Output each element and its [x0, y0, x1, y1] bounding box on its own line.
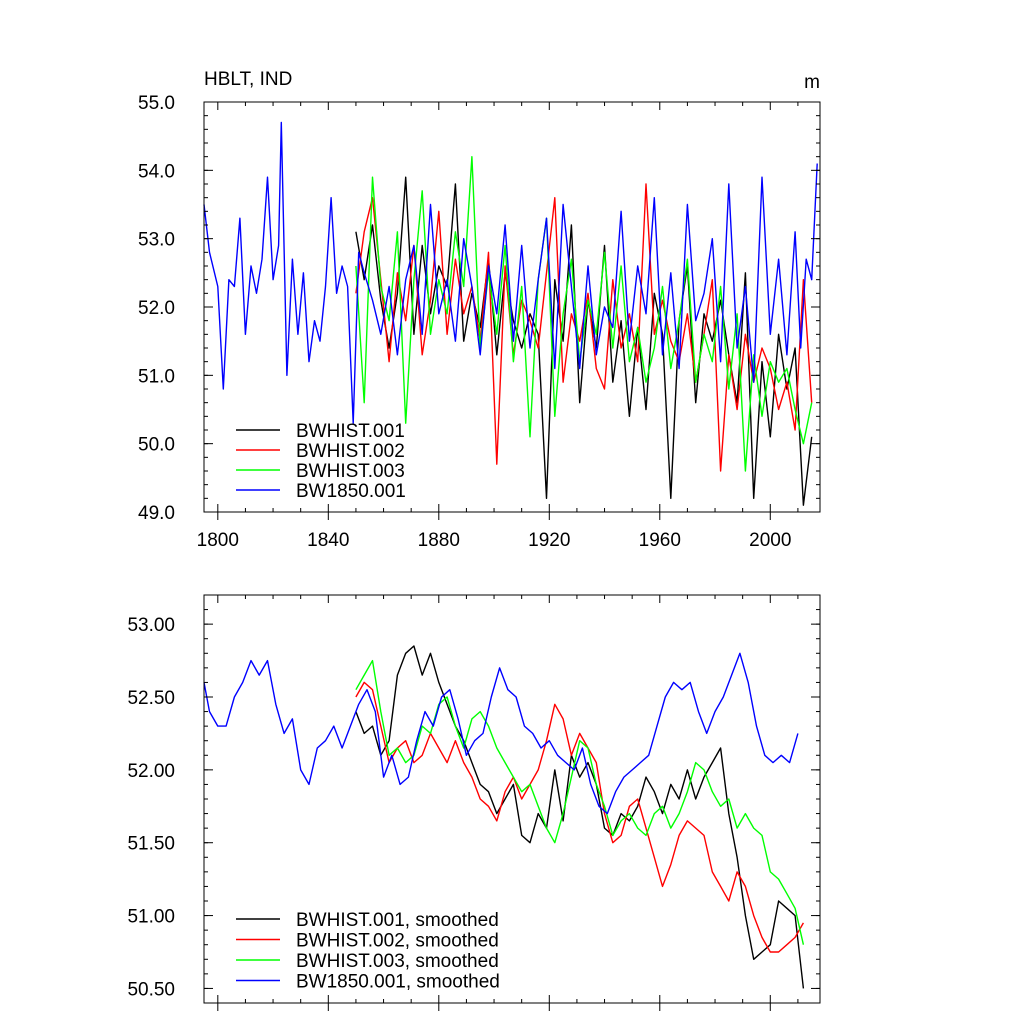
- series-line-2-3: [355, 659, 805, 945]
- y-tick-label: 52.00: [127, 761, 175, 782]
- y-tick-label: 51.00: [127, 907, 175, 928]
- y-tick-label: 50.50: [127, 979, 175, 1000]
- legend-label: BWHIST.003: [296, 461, 405, 482]
- legend-label: BWHIST.003, smoothed: [296, 951, 499, 972]
- y-tick-label: 49.0: [138, 503, 175, 524]
- y-tick-label: 55.0: [138, 93, 175, 114]
- y-tick-label: 53.00: [127, 615, 175, 636]
- x-tick-label: 1960: [639, 530, 681, 551]
- x-tick-label: 1840: [307, 530, 349, 551]
- legend-label: BWHIST.002, smoothed: [296, 931, 499, 952]
- units-label: m: [804, 72, 820, 93]
- y-tick-label: 50.0: [138, 435, 175, 456]
- legend-label: BWHIST.001, smoothed: [296, 910, 499, 931]
- legend-label: BW1850.001: [296, 481, 406, 502]
- x-tick-label: 1920: [528, 530, 570, 551]
- series-line-1-4: [203, 121, 818, 424]
- chart-title: HBLT, IND: [204, 69, 292, 90]
- series-line-2-1: [355, 645, 805, 989]
- y-tick-label: 52.0: [138, 298, 175, 319]
- x-tick-label: 2000: [749, 530, 791, 551]
- series-line-2-4: [203, 652, 799, 815]
- legend-label: BWHIST.001: [296, 421, 405, 442]
- y-tick-label: 52.50: [127, 688, 175, 709]
- hblt-raw-panel: HBLT, IND m 1800 1840 1880 1920 1960 2000 49.0…: [138, 69, 821, 551]
- y-tick-label: 54.0: [138, 161, 175, 182]
- legend-label: BW1850.001, smoothed: [296, 972, 500, 993]
- y-tick-label: 51.0: [138, 366, 175, 387]
- x-tick-label: 1880: [418, 530, 460, 551]
- y-tick-label: 51.50: [127, 834, 175, 855]
- y-tick-label: 53.0: [138, 230, 175, 251]
- legend-label: BWHIST.002: [296, 441, 405, 462]
- series-line-1-1: [355, 176, 813, 506]
- hblt-smoothed-panel: 50.50 51.00 51.50 52.00 52.50 53.00 BWHIST.00…: [127, 594, 821, 1011]
- x-tick-label: 1800: [197, 530, 239, 551]
